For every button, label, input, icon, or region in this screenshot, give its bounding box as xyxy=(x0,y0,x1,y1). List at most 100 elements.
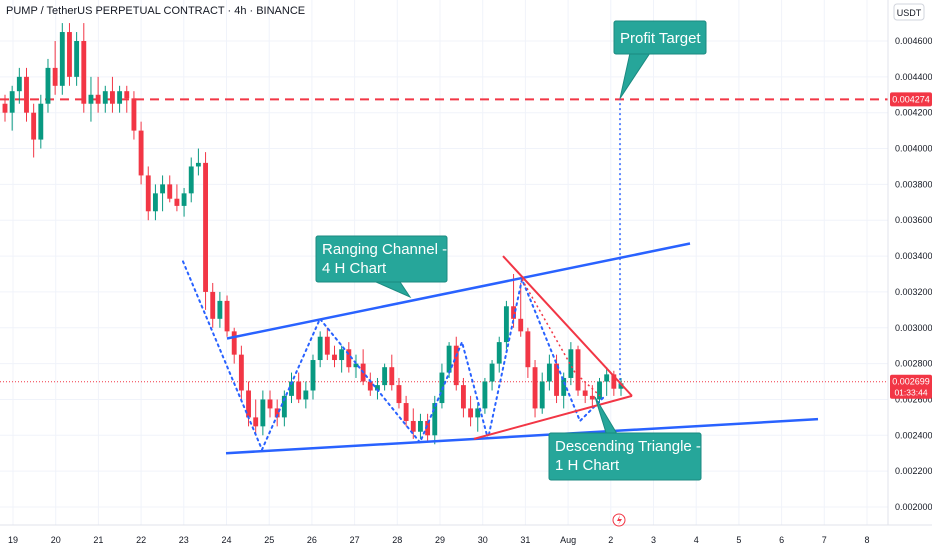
candle xyxy=(217,291,223,328)
candle xyxy=(511,274,516,328)
candle-body xyxy=(532,367,538,409)
time-tick-label: 4 xyxy=(694,535,699,545)
candle-body xyxy=(238,354,244,391)
candle-body xyxy=(138,130,144,176)
candle xyxy=(59,23,65,95)
candle-body xyxy=(38,103,44,140)
time-tick-label: 26 xyxy=(307,535,317,545)
candle-body xyxy=(432,403,438,436)
candle-body xyxy=(468,408,474,418)
candle xyxy=(152,184,158,221)
candle xyxy=(460,377,466,418)
candle-body xyxy=(597,381,602,400)
candle xyxy=(289,372,294,404)
candle-body xyxy=(95,94,101,104)
descending-triangle-callout: Descending Triangle -1 H Chart xyxy=(548,396,702,481)
candle xyxy=(2,94,8,122)
target-price-tag: 0.004274 xyxy=(890,92,932,107)
candle xyxy=(117,85,123,113)
time-tick-label: 29 xyxy=(435,535,445,545)
candle-body xyxy=(460,385,466,409)
candle xyxy=(518,282,524,337)
candle-body xyxy=(604,374,610,382)
candle xyxy=(9,85,15,131)
triangle-lower-line xyxy=(473,394,633,440)
candle xyxy=(396,377,402,409)
candle xyxy=(131,91,137,140)
candle xyxy=(353,354,359,378)
candle-body xyxy=(174,198,180,206)
candle-body xyxy=(518,318,524,332)
candle-body xyxy=(267,399,273,409)
candle xyxy=(74,32,80,86)
candle xyxy=(95,76,101,113)
bar-countdown-label: 01:33:44 xyxy=(894,388,927,398)
candle xyxy=(224,295,230,337)
candle-body xyxy=(389,367,395,386)
candle-body xyxy=(24,76,29,113)
time-tick-label: 2 xyxy=(608,535,613,545)
candle-body xyxy=(231,331,237,355)
candle-body xyxy=(145,175,151,212)
lightning-icon[interactable] xyxy=(612,513,626,527)
time-axis[interactable]: 19 20 21 22 23 24 25 26 27 28 29 30 31 Aug 2 3 4 5 6 7 8 xyxy=(8,535,870,545)
current-price-label: 0.002699 xyxy=(892,377,930,387)
candle xyxy=(238,345,244,400)
symbol-title: PUMP / TetherUS PERPETUAL CONTRACT · 4h … xyxy=(6,5,305,17)
triangle-upper-line xyxy=(502,255,633,397)
candle xyxy=(281,390,287,427)
candle xyxy=(38,94,44,149)
candle xyxy=(16,67,22,104)
time-tick-label: 25 xyxy=(264,535,274,545)
candle-body xyxy=(511,306,516,319)
candle xyxy=(174,184,180,212)
candle-body xyxy=(618,383,624,389)
candle-body xyxy=(253,417,259,427)
candle-body xyxy=(45,67,51,104)
candle xyxy=(575,345,581,396)
candle xyxy=(167,175,173,203)
candle-body xyxy=(9,91,15,113)
candle xyxy=(525,327,531,378)
candle-body xyxy=(59,32,65,86)
candle xyxy=(160,175,166,212)
profit-target-text: Profit Target xyxy=(620,30,701,47)
candle-body xyxy=(88,94,94,104)
candle-body xyxy=(81,41,87,104)
time-tick-label: 31 xyxy=(520,535,530,545)
candle-body xyxy=(289,381,294,396)
candle-body xyxy=(303,390,309,400)
candle-body xyxy=(67,32,72,77)
candle-body xyxy=(160,184,166,194)
candle xyxy=(296,372,302,404)
candle-body xyxy=(446,345,452,373)
candle-body xyxy=(589,395,595,400)
candle-body xyxy=(131,98,137,131)
candle-body xyxy=(403,403,409,421)
candle-body xyxy=(217,300,223,319)
candle-body xyxy=(74,41,80,77)
candle-body xyxy=(281,395,287,418)
candle-body xyxy=(539,381,545,409)
candle-body xyxy=(203,162,208,292)
candle xyxy=(181,187,187,217)
profit-target-callout: Profit Target xyxy=(613,20,707,99)
candle-body xyxy=(525,331,531,368)
candle xyxy=(496,336,502,373)
candle-body xyxy=(210,291,216,319)
currency-badge[interactable] xyxy=(893,3,925,21)
candle-body xyxy=(546,363,552,382)
channel-upper-line xyxy=(226,242,691,340)
time-tick-label: 3 xyxy=(651,535,656,545)
candle xyxy=(503,300,509,350)
currency-label: USDT xyxy=(897,8,922,18)
candle xyxy=(582,381,588,404)
